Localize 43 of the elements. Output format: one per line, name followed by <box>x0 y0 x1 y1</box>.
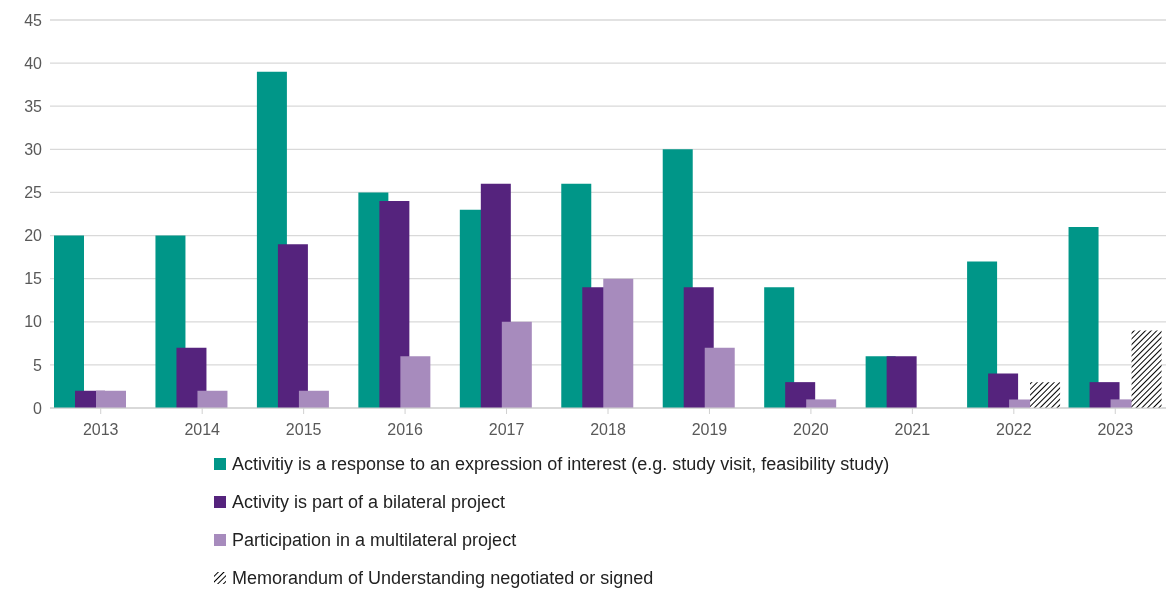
y-tick-label: 10 <box>24 313 43 331</box>
y-tick-label: 5 <box>33 356 43 374</box>
legend-label: Activitiy is a response to an expression of interest (e.g. study visit, feasibility study) <box>232 453 890 476</box>
bar <box>298 390 329 408</box>
bar <box>1030 382 1061 408</box>
legend-label: Memorandum of Understanding negotiated or signed <box>232 567 654 590</box>
bar <box>967 261 998 408</box>
bar <box>400 356 431 408</box>
x-tick-label: 2015 <box>285 421 322 439</box>
y-tick-label: 0 <box>33 399 43 417</box>
bar <box>886 356 917 408</box>
y-tick-label: 35 <box>24 97 43 115</box>
bar <box>603 278 634 408</box>
bar <box>764 287 795 408</box>
bar <box>54 235 84 408</box>
bar <box>197 390 228 408</box>
y-tick-label: 40 <box>24 54 43 72</box>
bar <box>1068 226 1099 408</box>
x-tick-label: 2020 <box>793 421 829 439</box>
bar <box>277 244 308 408</box>
bar <box>379 201 410 408</box>
bar <box>96 390 126 408</box>
x-tick-label: 2017 <box>488 421 525 439</box>
bar <box>704 347 735 408</box>
y-tick-label: 15 <box>24 270 43 288</box>
y-tick-label: 45 <box>24 11 43 29</box>
x-tick-label: 2023 <box>1097 421 1134 439</box>
legend-label: Activity is part of a bilateral project <box>232 491 506 514</box>
x-tick-label: 2021 <box>894 421 931 439</box>
bar <box>176 347 207 408</box>
y-tick-label: 20 <box>24 227 43 245</box>
bar <box>806 399 837 408</box>
bar <box>501 321 532 408</box>
x-tick-label: 2018 <box>590 421 626 439</box>
y-tick-label: 30 <box>24 141 43 159</box>
legend-label: Participation in a multilateral project <box>232 529 517 552</box>
x-tick-label: 2013 <box>82 421 119 439</box>
y-tick-label: 25 <box>24 184 43 202</box>
x-tick-label: 2019 <box>691 421 728 439</box>
x-tick-label: 2014 <box>184 421 221 439</box>
bar <box>1131 330 1162 408</box>
x-tick-label: 2016 <box>387 421 423 439</box>
x-tick-label: 2022 <box>996 421 1032 439</box>
